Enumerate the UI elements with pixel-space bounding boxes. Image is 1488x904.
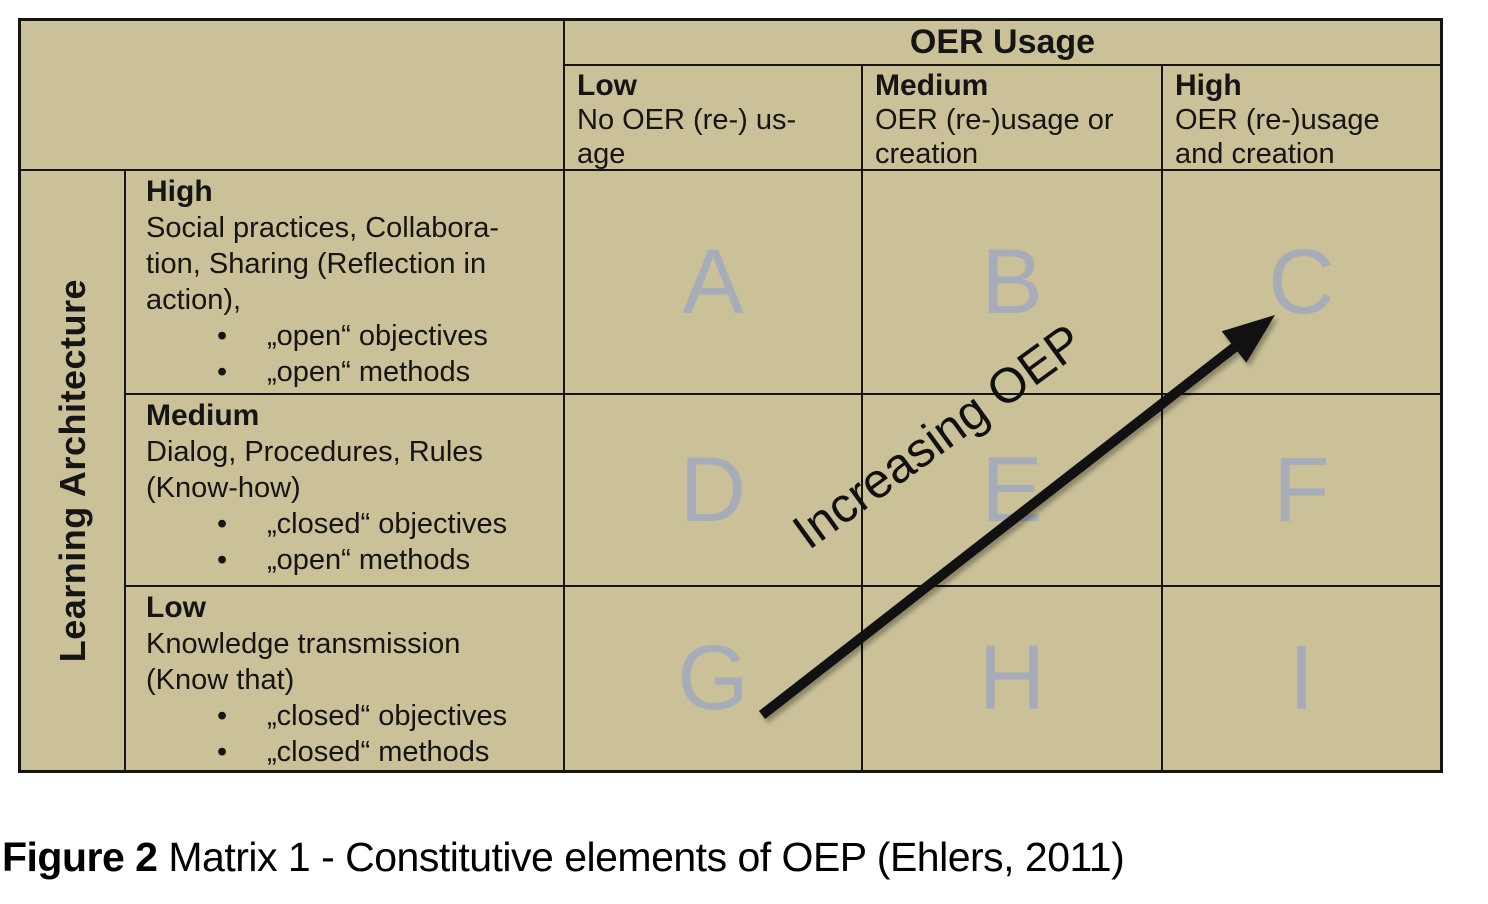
row-header-low-title: Low	[146, 591, 206, 624]
row-header-low-bullets: „closed“ objectives „closed“ methods	[146, 698, 551, 770]
corner-blank-cell	[21, 21, 565, 171]
col-header-high-title: High	[1175, 69, 1242, 102]
row-header-medium: Medium Dialog, Procedures, Rules (Know-h…	[126, 395, 565, 587]
row-header-low: Low Knowledge transmission (Know that) „…	[126, 587, 565, 770]
col-header-high: High OER (re-)usage and creation	[1163, 66, 1440, 171]
matrix-cell-D: D	[565, 395, 863, 587]
col-header-low-title: Low	[577, 69, 637, 102]
matrix-cell-I: I	[1288, 627, 1315, 729]
col-header-medium-desc: OER (re-)usage or creation	[875, 104, 1114, 170]
bullet-item: „closed“ methods	[146, 734, 551, 770]
row-header-high-title: High	[146, 175, 213, 208]
figure-caption: Figure 2 Matrix 1 - Constitutive element…	[2, 834, 1125, 881]
row-header-medium-desc: Dialog, Procedures, Rules (Know-how)	[146, 436, 483, 504]
matrix-cell-F: F	[1163, 395, 1440, 587]
oer-usage-header: OER Usage	[565, 21, 1440, 66]
matrix-cell-H: H	[863, 587, 1163, 770]
bullet-item: „open“ objectives	[146, 318, 551, 354]
bullet-item: „closed“ objectives	[146, 698, 551, 734]
oep-matrix-table: OER Usage Low No OER (re-) us- age Mediu…	[18, 18, 1443, 773]
col-header-high-desc: OER (re-)usage and creation	[1175, 104, 1380, 170]
matrix-cell-A: A	[565, 171, 863, 395]
learning-architecture-axis: Learning Architecture	[21, 171, 126, 770]
figure-caption-text: Matrix 1 - Constitutive elements of OEP …	[157, 834, 1125, 880]
learning-architecture-label: Learning Architecture	[51, 278, 93, 663]
row-header-high-desc: Social practices, Collabora- tion, Shari…	[146, 212, 499, 316]
row-header-low-desc: Knowledge transmission (Know that)	[146, 628, 461, 696]
row-header-medium-bullets: „closed“ objectives „open“ methods	[146, 506, 551, 578]
col-header-low-desc: No OER (re-) us- age	[577, 104, 797, 170]
row-header-medium-title: Medium	[146, 399, 260, 432]
bullet-item: „closed“ objectives	[146, 506, 551, 542]
figure-caption-number: Figure 2	[2, 834, 158, 880]
row-header-high-bullets: „open“ objectives „open“ methods	[146, 318, 551, 390]
col-header-medium: Medium OER (re-)usage or creation	[863, 66, 1163, 171]
row-header-high: High Social practices, Collabora- tion, …	[126, 171, 565, 395]
matrix-cell-C: C	[1163, 171, 1440, 395]
col-header-medium-title: Medium	[875, 69, 989, 102]
bullet-item: „open“ methods	[146, 354, 551, 390]
bullet-item: „open“ methods	[146, 542, 551, 578]
col-header-low: Low No OER (re-) us- age	[565, 66, 863, 171]
matrix-cell-G: G	[565, 587, 863, 770]
